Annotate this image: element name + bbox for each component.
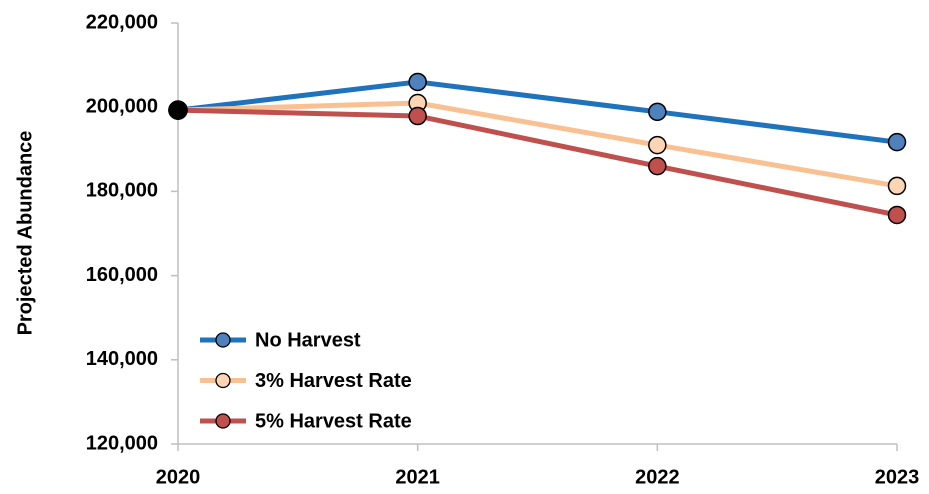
legend-label: No Harvest <box>255 329 361 351</box>
legend-marker <box>215 372 231 389</box>
y-tick-label: 220,000 <box>86 11 158 33</box>
series-line <box>177 79 898 145</box>
data-point <box>648 102 667 122</box>
legend-marker <box>215 332 231 348</box>
legend-label: 5% Harvest Rate <box>255 410 412 432</box>
y-tick-label: 140,000 <box>86 348 158 370</box>
data-point <box>887 176 907 196</box>
legend-marker <box>215 413 231 429</box>
legend-label: 3% Harvest Rate <box>255 370 412 392</box>
data-point <box>408 72 427 92</box>
y-axis-label: Projected Abundance <box>14 131 36 336</box>
data-point <box>887 205 907 225</box>
x-tick-label: 2023 <box>875 466 920 488</box>
data-point <box>648 135 667 155</box>
series-line <box>177 100 898 189</box>
y-tick-label: 160,000 <box>86 264 158 286</box>
x-tick-label: 2020 <box>156 466 201 488</box>
data-point <box>887 132 907 152</box>
y-tick-label: 120,000 <box>86 432 158 454</box>
y-tick-label: 180,000 <box>86 180 158 202</box>
x-tick-label: 2022 <box>635 466 680 488</box>
series-line <box>177 107 898 218</box>
x-tick-label: 2021 <box>395 466 440 488</box>
data-point <box>408 106 427 126</box>
data-point <box>648 156 667 176</box>
y-tick-label: 200,000 <box>86 95 158 117</box>
data-point <box>168 100 188 120</box>
